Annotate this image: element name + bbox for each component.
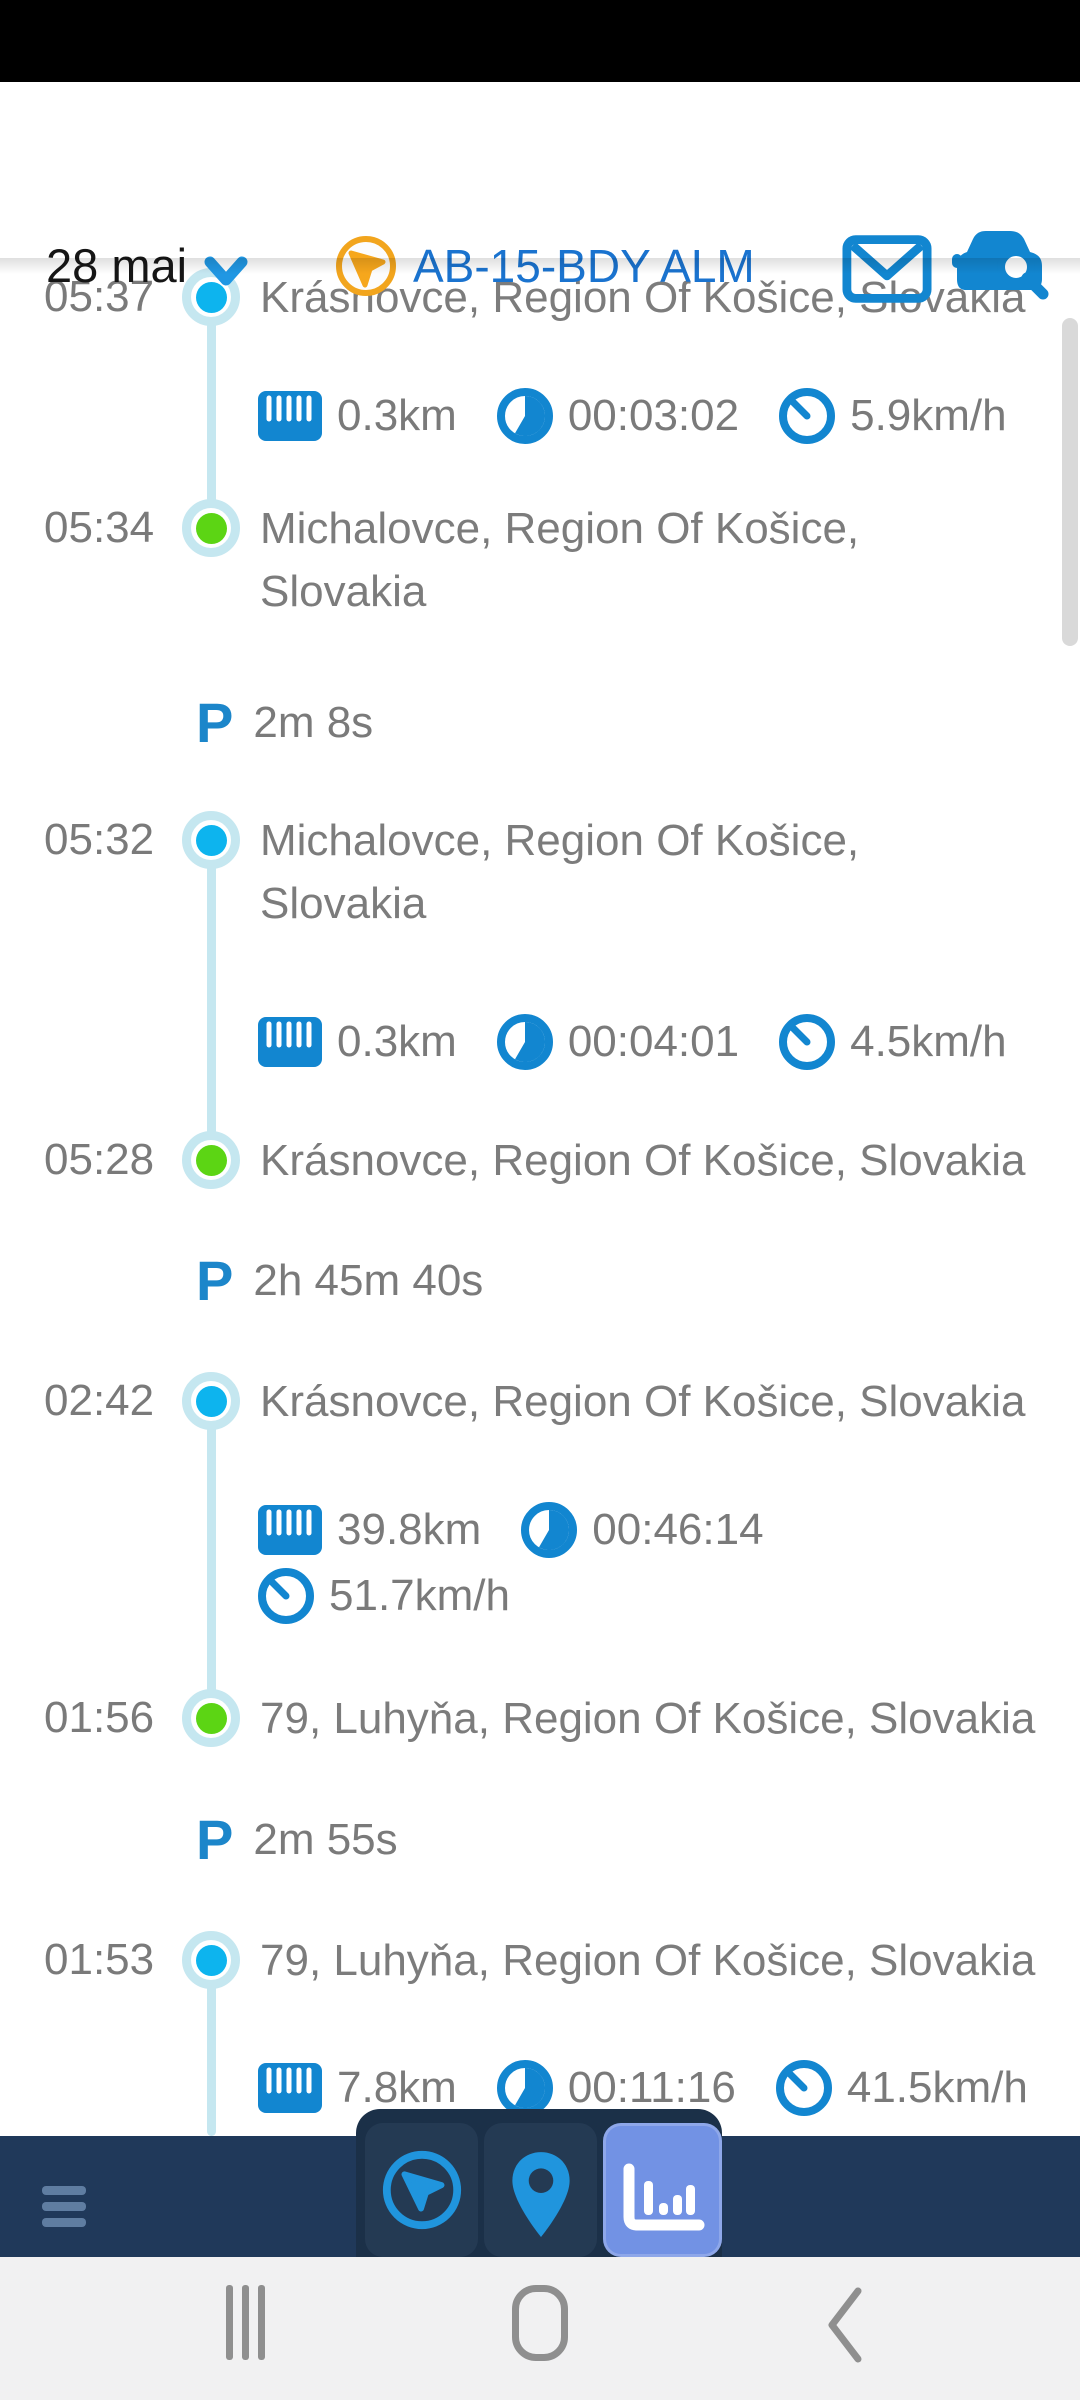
trip-distance: 0.3km <box>258 1017 457 1067</box>
trip-duration: 00:03:02 <box>496 388 739 444</box>
parking-icon: P <box>196 1249 234 1312</box>
duration-clock-icon <box>496 388 553 444</box>
recents-icon <box>226 2285 233 2360</box>
tab-statistics[interactable] <box>603 2123 722 2257</box>
back-button[interactable] <box>822 2283 866 2370</box>
trip-stats[interactable]: 7.8km 00:11:16 41.5km/h <box>258 2055 1028 2121</box>
ruler-icon <box>258 1505 322 1555</box>
trip-end-dot <box>182 811 240 869</box>
trip-speed: 4.5km/h <box>779 1014 1007 1070</box>
duration-clock-icon <box>521 1502 578 1558</box>
ruler-icon <box>258 391 322 441</box>
speedometer-icon <box>258 1568 314 1624</box>
trip-end-dot <box>182 1931 240 1989</box>
vehicle-search-button[interactable] <box>950 226 1050 309</box>
ruler-icon <box>258 1017 322 1067</box>
speedometer-icon <box>779 1014 836 1070</box>
trip-stats[interactable]: 39.8km 00:46:14 51.7km/h <box>258 1497 764 1629</box>
entry-location: Michalovce, Region Of Košice, Slovakia <box>260 816 860 928</box>
parking-duration: 2m 55s <box>253 1815 398 1864</box>
entry-time: 01:56 <box>44 1693 155 1742</box>
trip-distance: 39.8km <box>258 1505 481 1555</box>
location-pin-icon <box>511 2152 570 2237</box>
entry-location: 79, Luhyňa, Region Of Košice, Slovakia <box>260 1694 1036 1743</box>
tab-location[interactable] <box>484 2123 597 2257</box>
trip-start-dot <box>182 499 240 557</box>
trip-speed: 5.9km/h <box>779 388 1007 444</box>
vehicle-plate: AB-15-BDY ALM <box>413 240 755 292</box>
entry-time: 02:42 <box>44 1376 155 1425</box>
scrollbar[interactable] <box>1062 318 1078 646</box>
vehicle-search-icon <box>952 231 1049 300</box>
app-header: 28 mai AB-15-BDY ALM <box>0 82 1080 303</box>
trip-stats[interactable]: 0.3km 00:04:01 4.5km/h <box>258 1009 1007 1075</box>
entry-location: Krásnovce, Region Of Košice, Slovakia <box>260 1136 1026 1185</box>
trip-timeline: 05:37 Krásnovce, Region Of Košice, Slova… <box>0 258 1080 2136</box>
entry-time: 05:37 <box>44 272 155 321</box>
duration-clock-icon <box>496 1014 553 1070</box>
home-button[interactable] <box>512 2285 568 2361</box>
ruler-icon <box>258 2063 322 2113</box>
entry-time: 05:32 <box>44 815 155 864</box>
date-picker[interactable]: 28 mai <box>46 230 249 302</box>
parking-duration: 2h 45m 40s <box>253 1256 484 1305</box>
timeline-line <box>207 1401 216 1718</box>
mail-icon <box>842 235 932 303</box>
trip-distance: 7.8km <box>258 2063 457 2113</box>
navigation-arrow-icon <box>382 2150 461 2230</box>
trip-end-dot <box>182 1372 240 1430</box>
timeline-line <box>207 840 216 1160</box>
view-switcher <box>356 2109 722 2257</box>
date-label: 28 mai <box>46 239 188 292</box>
trip-speed: 51.7km/h <box>258 1568 510 1624</box>
duration-clock-icon <box>496 2060 553 2116</box>
trip-speed: 41.5km/h <box>775 2060 1028 2116</box>
entry-time: 01:53 <box>44 1935 155 1984</box>
recents-button[interactable] <box>226 2285 265 2360</box>
parking-icon: P <box>196 691 234 754</box>
trip-duration: 00:11:16 <box>496 2060 736 2116</box>
parking-entry[interactable]: P 2h 45m 40s <box>196 1245 483 1317</box>
speedometer-icon <box>779 388 836 444</box>
entry-location: Krásnovce, Region Of Košice, Slovakia <box>260 273 1026 322</box>
android-nav-bar <box>0 2257 1080 2400</box>
chevron-down-icon <box>204 256 248 286</box>
menu-icon <box>42 2186 86 2195</box>
entry-location: 79, Luhyňa, Region Of Košice, Slovakia <box>260 1936 1036 1985</box>
timeline-line <box>207 1960 216 2136</box>
vehicle-selector[interactable]: AB-15-BDY ALM <box>334 232 755 300</box>
trip-start-dot <box>182 1689 240 1747</box>
back-icon <box>828 2287 862 2363</box>
parking-duration: 2m 8s <box>253 698 374 747</box>
parking-icon: P <box>196 1808 234 1871</box>
entry-time: 05:34 <box>44 503 155 552</box>
parking-entry[interactable]: P 2m 55s <box>196 1804 398 1876</box>
speedometer-icon <box>775 2060 832 2116</box>
entry-location: Krásnovce, Region Of Košice, Slovakia <box>260 1377 1026 1426</box>
status-bar <box>0 0 1080 82</box>
entry-location: Michalovce, Region Of Košice, Slovakia <box>260 504 860 616</box>
entry-time: 05:28 <box>44 1135 155 1184</box>
timeline-line <box>207 297 216 528</box>
menu-button[interactable] <box>42 2186 86 2227</box>
messages-button[interactable] <box>842 234 932 307</box>
tab-navigation[interactable] <box>365 2123 478 2257</box>
trip-distance: 0.3km <box>258 391 457 441</box>
trip-duration: 00:46:14 <box>521 1502 764 1558</box>
parking-entry[interactable]: P 2m 8s <box>196 687 373 759</box>
vehicle-direction-icon <box>336 236 396 296</box>
trip-stats[interactable]: 0.3km 00:03:02 5.9km/h <box>258 383 1007 449</box>
bar-chart-icon <box>623 2163 704 2231</box>
trip-duration: 00:04:01 <box>496 1014 739 1070</box>
trip-start-dot <box>182 1131 240 1189</box>
